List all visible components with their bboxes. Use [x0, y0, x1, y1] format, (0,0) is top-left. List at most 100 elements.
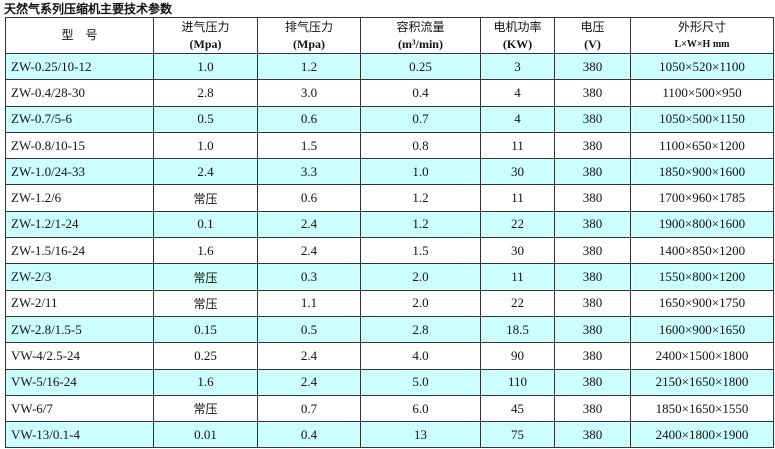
- cell-inlet-pressure: 2.4: [153, 158, 258, 186]
- cell-voltage: 380: [554, 342, 631, 370]
- cell-outlet-pressure: 0.7: [257, 394, 361, 423]
- cell-outlet-pressure: 3.3: [257, 158, 361, 186]
- cell-motor-power: 90: [480, 342, 555, 370]
- header-unit: (m³/min): [398, 36, 443, 51]
- header-label: 进气压力: [181, 19, 230, 34]
- cell-flow-rate: 5.0: [360, 368, 481, 396]
- document-title: 天然气系列压缩机主要技术参数: [4, 2, 173, 16]
- table-row: ZW-2.8/1.5-5 0.15 0.5 2.8 18.5 380 1600×900×16…: [5, 315, 774, 344]
- cell-inlet-pressure: 0.5: [153, 105, 258, 133]
- cell-model: VW-6/7: [5, 394, 154, 423]
- table-row: ZW-1.2/6 常压 0.6 1.2 11 380 1700×960×1785: [5, 184, 774, 212]
- cell-outlet-pressure: 2.4: [257, 237, 361, 265]
- cell-flow-rate: 0.4: [360, 79, 481, 107]
- cell-outlet-pressure: 2.4: [257, 368, 361, 396]
- cell-outlet-pressure: 0.5: [257, 315, 361, 344]
- cell-dimensions: 1100×650×1200: [630, 131, 774, 160]
- cell-dimensions: 1850×1650×1550: [630, 394, 774, 423]
- cell-model: ZW-2.8/1.5-5: [5, 315, 154, 344]
- cell-motor-power: 110: [480, 368, 555, 396]
- cell-model: ZW-1.2/6: [5, 184, 154, 212]
- header-inlet-pressure: 进气压力 (Mpa): [153, 17, 258, 54]
- cell-voltage: 380: [554, 184, 631, 212]
- cell-flow-rate: 1.0: [360, 158, 481, 186]
- cell-inlet-pressure: 1.6: [153, 368, 258, 396]
- cell-voltage: 380: [554, 105, 631, 133]
- cell-flow-rate: 0.7: [360, 105, 481, 133]
- cell-outlet-pressure: 1.5: [257, 131, 361, 160]
- cell-model: VW-5/16-24: [5, 368, 154, 396]
- cell-flow-rate: 1.5: [360, 237, 481, 265]
- header-outlet-pressure: 排气压力 (Mpa): [257, 17, 361, 54]
- cell-flow-rate: 1.2: [360, 184, 481, 212]
- cell-motor-power: 30: [480, 237, 555, 265]
- cell-inlet-pressure: 2.8: [153, 79, 258, 107]
- header-unit: (Mpa): [189, 36, 222, 51]
- cell-voltage: 380: [554, 210, 631, 239]
- cell-outlet-pressure: 0.6: [257, 184, 361, 212]
- header-unit: (KW): [502, 36, 533, 51]
- cell-outlet-pressure: 0.3: [257, 263, 361, 291]
- cell-voltage: 380: [554, 52, 631, 81]
- cell-motor-power: 4: [480, 79, 555, 107]
- cell-inlet-pressure: 0.25: [153, 342, 258, 370]
- cell-flow-rate: 0.25: [360, 52, 481, 81]
- cell-flow-rate: 13: [360, 421, 481, 449]
- cell-dimensions: 1850×900×1600: [630, 158, 774, 186]
- header-motor-power: 电机功率 (KW): [480, 17, 555, 54]
- cell-dimensions: 2400×1500×1800: [630, 342, 774, 370]
- table-row: ZW-1.5/16-24 1.6 2.4 1.5 30 380 1400×850×1200: [5, 237, 774, 265]
- header-flow-rate: 容积流量 (m³/min): [360, 17, 481, 54]
- cell-inlet-pressure: 0.1: [153, 210, 258, 239]
- cell-flow-rate: 2.0: [360, 263, 481, 291]
- cell-outlet-pressure: 1.2: [257, 52, 361, 81]
- cell-inlet-pressure: 常压: [153, 289, 258, 317]
- header-unit: (V): [584, 36, 601, 51]
- cell-motor-power: 30: [480, 158, 555, 186]
- cell-motor-power: 4: [480, 105, 555, 133]
- cell-dimensions: 1050×520×1100: [630, 52, 774, 81]
- cell-outlet-pressure: 2.4: [257, 210, 361, 239]
- table-row: ZW-2/3 常压 0.3 2.0 11 380 1550×800×1200: [5, 263, 774, 291]
- cell-inlet-pressure: 1.0: [153, 131, 258, 160]
- cell-dimensions: 1550×800×1200: [630, 263, 774, 291]
- cell-dimensions: 2150×1650×1800: [630, 368, 774, 396]
- table-row: ZW-0.25/10-12 1.0 1.2 0.25 3 380 1050×520×1100: [5, 52, 774, 81]
- cell-flow-rate: 4.0: [360, 342, 481, 370]
- cell-motor-power: 22: [480, 289, 555, 317]
- table-row: ZW-2/11 常压 1.1 2.0 22 380 1650×900×1750: [5, 289, 774, 317]
- header-label: 容积流量: [396, 19, 445, 34]
- cell-model: ZW-2/3: [5, 263, 154, 291]
- cell-model: ZW-1.2/1-24: [5, 210, 154, 239]
- header-label: 电压: [580, 19, 605, 34]
- header-label: 型 号: [61, 28, 98, 42]
- cell-outlet-pressure: 2.4: [257, 342, 361, 370]
- header-model: 型 号: [5, 17, 154, 54]
- cell-inlet-pressure: 0.01: [153, 421, 258, 449]
- cell-outlet-pressure: 0.4: [257, 421, 361, 449]
- cell-inlet-pressure: 常压: [153, 184, 258, 212]
- cell-voltage: 380: [554, 315, 631, 344]
- header-voltage: 电压 (V): [554, 17, 631, 54]
- cell-inlet-pressure: 1.0: [153, 52, 258, 81]
- header-dimensions: 外形尺寸 L×W×H mm: [630, 17, 774, 54]
- cell-dimensions: 1650×900×1750: [630, 289, 774, 317]
- header-unit: (Mpa): [293, 36, 325, 51]
- header-label: 排气压力: [284, 19, 333, 34]
- table-row: ZW-0.4/28-30 2.8 3.0 0.4 4 380 1100×500×950: [5, 79, 774, 107]
- cell-model: ZW-0.4/28-30: [5, 79, 154, 107]
- cell-dimensions: 1900×800×1600: [630, 210, 774, 239]
- cell-flow-rate: 6.0: [360, 394, 481, 423]
- cell-motor-power: 45: [480, 394, 555, 423]
- cell-model: ZW-0.25/10-12: [5, 52, 154, 81]
- cell-model: VW-13/0.1-4: [5, 421, 154, 449]
- cell-model: ZW-0.8/10-15: [5, 131, 154, 160]
- cell-inlet-pressure: 1.6: [153, 237, 258, 265]
- cell-dimensions: 1100×500×950: [630, 79, 774, 107]
- cell-dimensions: 1600×900×1650: [630, 315, 774, 344]
- cell-motor-power: 22: [480, 210, 555, 239]
- cell-outlet-pressure: 1.1: [257, 289, 361, 317]
- table-row: ZW-1.2/1-24 0.1 2.4 1.2 22 380 1900×800×1600: [5, 210, 774, 239]
- cell-voltage: 380: [554, 263, 631, 291]
- cell-model: ZW-1.5/16-24: [5, 237, 154, 265]
